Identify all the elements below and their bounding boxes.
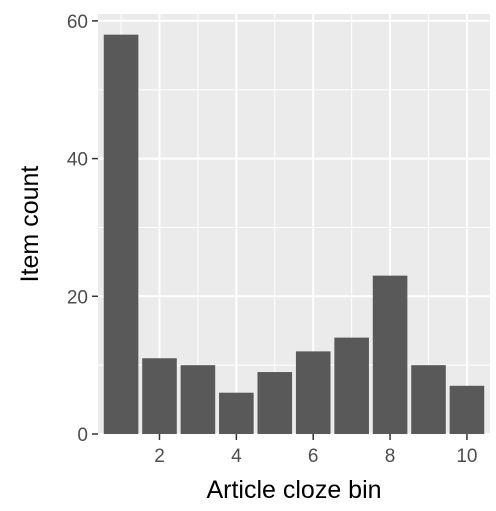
y-axis-title: Item count xyxy=(16,166,44,283)
bar xyxy=(180,365,216,434)
bar xyxy=(295,351,331,434)
bar xyxy=(103,34,139,435)
bar xyxy=(411,365,446,434)
bar xyxy=(334,337,369,434)
x-tick-label: 8 xyxy=(385,446,396,467)
bar xyxy=(219,392,254,434)
y-tick-label: 0 xyxy=(77,425,88,446)
y-tick-label: 20 xyxy=(67,287,88,308)
bar xyxy=(449,385,485,434)
x-tick-label: 10 xyxy=(456,446,477,467)
bar xyxy=(372,275,408,434)
x-tick-label: 6 xyxy=(308,446,319,467)
x-tick-label: 2 xyxy=(154,446,165,467)
bar xyxy=(257,372,293,434)
y-tick-label: 40 xyxy=(67,150,88,171)
x-tick-label: 4 xyxy=(231,446,242,467)
x-axis: 2 4 6 8 10 xyxy=(154,434,478,467)
y-axis: 0 20 40 60 xyxy=(67,12,98,446)
bars xyxy=(103,34,485,435)
x-axis-title: Article cloze bin xyxy=(206,476,381,504)
y-tick-label: 60 xyxy=(67,12,88,33)
bar xyxy=(142,358,177,434)
